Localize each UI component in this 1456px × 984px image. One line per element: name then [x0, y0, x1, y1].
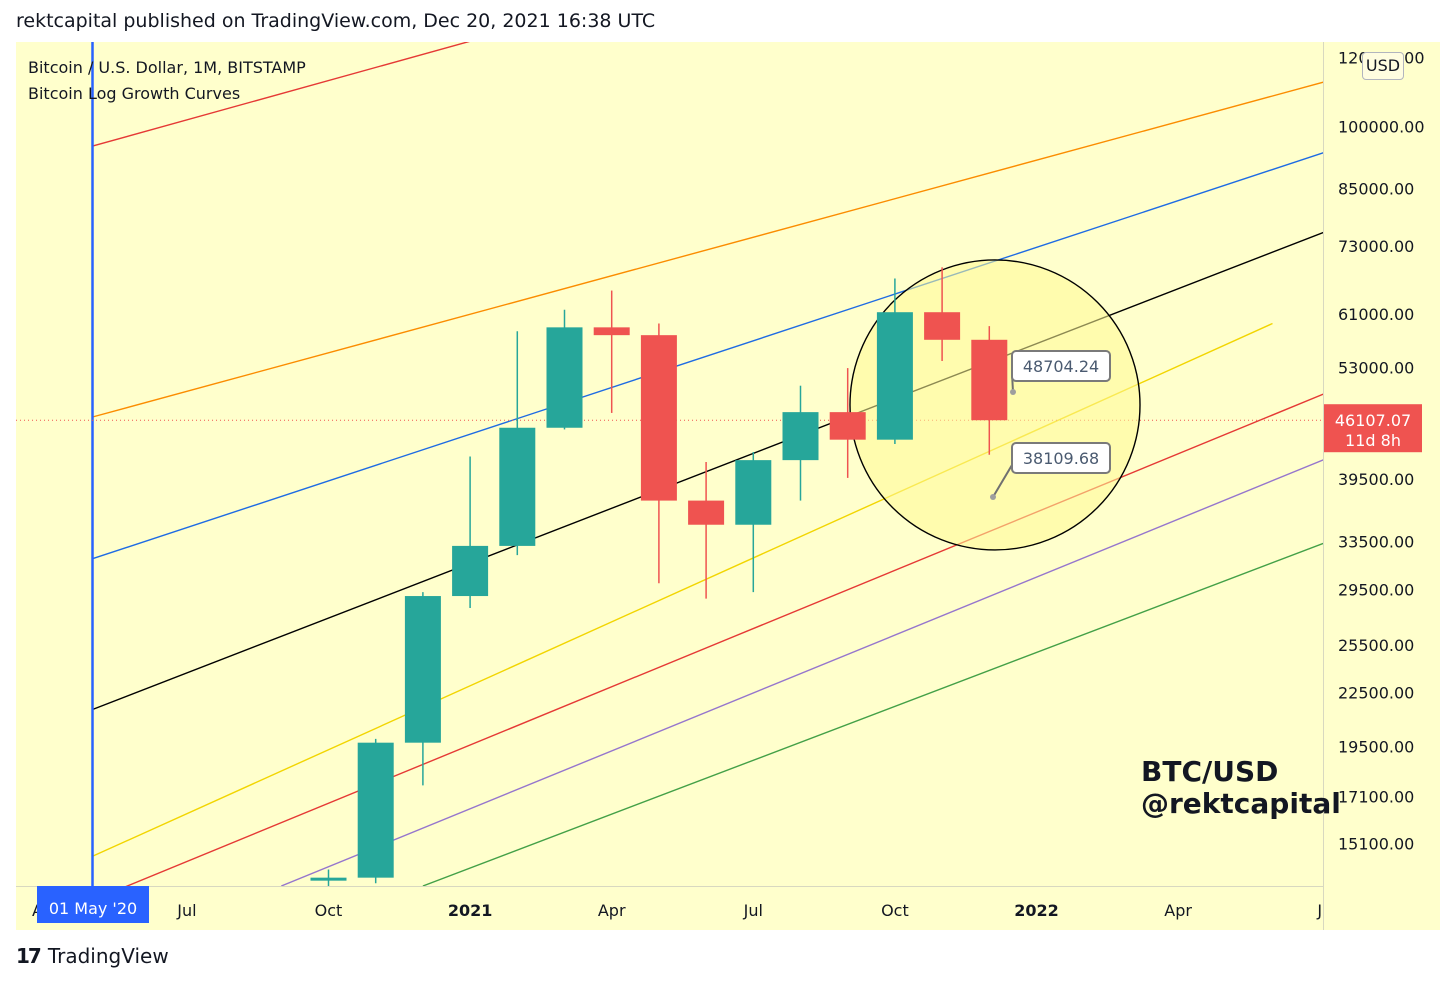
callout-low-box — [1011, 442, 1111, 474]
candle-body-2021-03 — [546, 327, 583, 428]
price-tick-1: 100000.00 — [1338, 118, 1425, 137]
candle-body-2021-10 — [876, 312, 913, 440]
time-tick-1: Oct — [315, 901, 343, 920]
tradingview-logo-text: TradingView — [47, 944, 169, 968]
candle-body-2020-10 — [310, 877, 347, 881]
cursor-time-badge — [37, 886, 149, 923]
callout-low-anchor — [990, 494, 996, 500]
cursor-time-label: 01 May '20 — [49, 899, 137, 918]
countdown-label: 11d 8h — [1345, 431, 1401, 450]
watermark: BTC/USD @rektcapital — [1141, 756, 1341, 820]
candle-body-2021-01 — [452, 545, 489, 597]
callout-low-label: 38109.68 — [1023, 449, 1099, 468]
tradingview-logo[interactable]: 17 TradingView — [16, 944, 169, 968]
time-tick-5: Oct — [881, 901, 909, 920]
publish-header: rektcapital published on TradingView.com… — [16, 10, 656, 32]
growth-curve-1 — [92, 81, 1323, 418]
callout-high-box — [1011, 350, 1111, 382]
price-tick-10: 22500.00 — [1338, 683, 1414, 702]
callout-high-anchor — [1010, 389, 1016, 395]
watermark-line1: BTC/USD — [1141, 755, 1279, 788]
time-tick-4: Jul — [743, 901, 763, 920]
candle-body-2021-11 — [924, 312, 961, 340]
symbol-title: Bitcoin / U.S. Dollar, 1M, BITSTAMP — [28, 58, 306, 77]
price-tick-9: 25500.00 — [1338, 636, 1414, 655]
time-tick-6: 2022 — [1014, 901, 1059, 920]
growth-curve-2 — [92, 152, 1323, 560]
candle-body-2021-08 — [782, 412, 819, 461]
growth-curve-5 — [125, 393, 1323, 886]
candle-body-2021-12 — [971, 339, 1008, 421]
price-tick-11: 19500.00 — [1338, 738, 1414, 757]
price-tick-5: 53000.00 — [1338, 358, 1414, 377]
candle-body-2021-07 — [735, 460, 772, 525]
last-price-badge — [1324, 404, 1422, 453]
callout-high-label: 48704.24 — [1023, 357, 1099, 376]
growth-curve-7 — [422, 542, 1323, 886]
growth-curve-6 — [281, 459, 1323, 886]
last-price-label: 46107.07 — [1335, 411, 1411, 430]
candle-body-2020-11 — [357, 742, 394, 878]
price-axis-background — [1323, 42, 1440, 930]
time-tick-7: Apr — [1164, 901, 1192, 920]
watermark-line2: @rektcapital — [1141, 787, 1341, 820]
price-tick-13: 15100.00 — [1338, 835, 1414, 854]
candle-body-2021-02 — [499, 427, 536, 546]
growth-curve-0 — [92, 42, 470, 147]
indicator-title: Bitcoin Log Growth Curves — [28, 84, 241, 103]
price-tick-7: 33500.00 — [1338, 532, 1414, 551]
currency-button[interactable]: USD — [1362, 52, 1404, 80]
plot-area[interactable]: 48704.24 38109.68 — [16, 0, 1414, 900]
candle-body-2021-06 — [688, 500, 725, 525]
time-tick-0: Jul — [176, 901, 196, 920]
candle-body-2021-05 — [640, 335, 677, 501]
candle-body-2021-04 — [593, 327, 630, 336]
price-tick-8: 29500.00 — [1338, 581, 1414, 600]
candle-body-2021-09 — [829, 412, 866, 440]
candle-body-2020-12 — [404, 596, 441, 743]
price-tick-4: 61000.00 — [1338, 305, 1414, 324]
price-tick-6: 39500.00 — [1338, 470, 1414, 489]
tradingview-logo-icon: 17 — [16, 944, 42, 968]
time-tick-3: Apr — [598, 901, 626, 920]
time-tick-8: J — [1316, 901, 1322, 920]
price-tick-3: 73000.00 — [1338, 237, 1414, 256]
price-tick-2: 85000.00 — [1338, 179, 1414, 198]
time-tick-2: 2021 — [448, 901, 493, 920]
price-tick-12: 17100.00 — [1338, 787, 1414, 806]
callout-low-pointer — [992, 464, 1013, 498]
